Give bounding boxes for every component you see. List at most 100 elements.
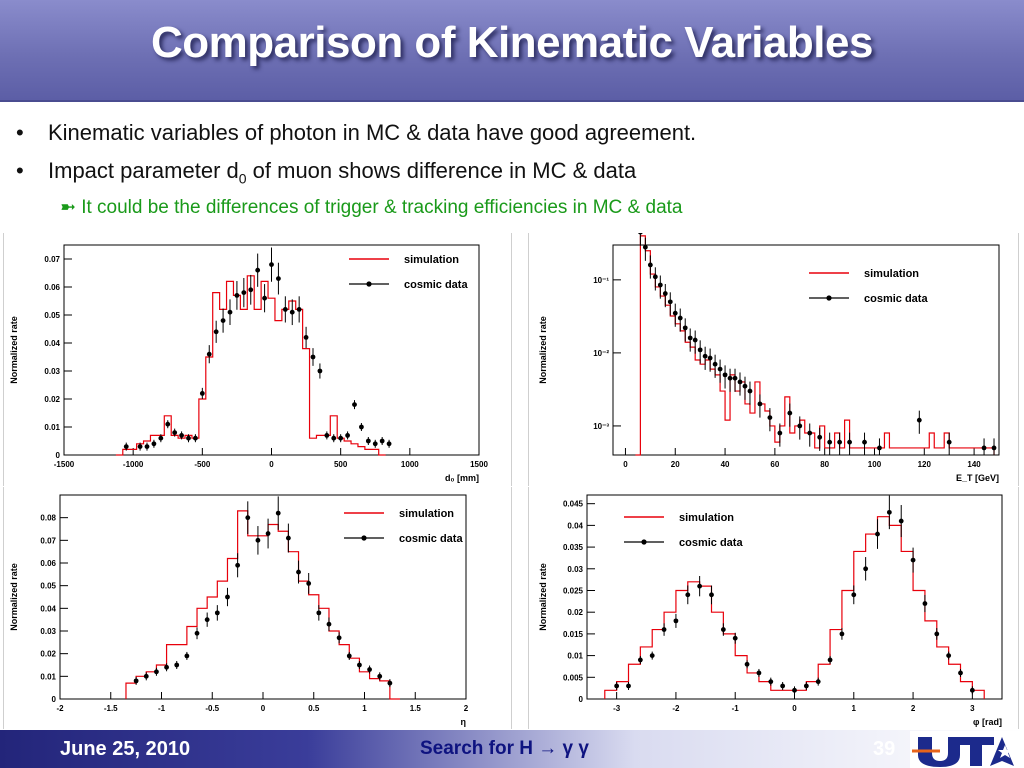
data-point — [144, 442, 150, 451]
data-marker — [220, 318, 226, 323]
data-point — [886, 495, 892, 530]
data-point — [324, 431, 330, 440]
data-marker — [326, 621, 332, 627]
data-point — [316, 605, 322, 621]
data-point — [863, 557, 869, 581]
data-marker — [637, 229, 643, 235]
data-point — [922, 594, 928, 613]
y-tick-label: 0 — [56, 451, 61, 460]
data-marker — [722, 372, 728, 378]
y-tick-label: 0 — [579, 695, 584, 704]
data-point — [306, 572, 312, 594]
data-marker — [687, 335, 693, 341]
chart-phi: -3 -2 -1 0 1 2 3 0 0.005 0.01 0.015 0.02 0.025 0.03 0.… — [538, 494, 1003, 727]
bullet-dot-icon: • — [16, 158, 24, 183]
y-axis-label: Normalized rate — [538, 563, 548, 631]
data-marker — [862, 439, 867, 445]
footer-date: June 25, 2010 — [60, 738, 191, 760]
y-tick-label: 0.03 — [567, 565, 583, 574]
data-marker — [747, 388, 753, 394]
y-tick-label: 0.06 — [44, 283, 60, 292]
data-point — [877, 438, 882, 455]
data-marker — [282, 307, 288, 312]
data-point — [667, 292, 673, 316]
data-marker — [702, 353, 708, 359]
data-marker — [803, 683, 809, 689]
data-marker — [614, 683, 620, 689]
legend-simulation-label: simulation — [864, 268, 919, 280]
x-tick-label: 140 — [967, 460, 981, 469]
data-point — [673, 613, 679, 628]
page-number: 39 — [873, 738, 896, 760]
legend-simulation-label: simulation — [679, 512, 734, 524]
data-point — [756, 668, 762, 677]
data-point — [194, 627, 200, 640]
slide-title: Comparison of Kinematic Variables — [151, 18, 873, 67]
data-point — [672, 303, 678, 327]
data-marker — [331, 435, 337, 441]
data-point — [174, 661, 180, 669]
x-tick-label: 60 — [770, 460, 779, 469]
series-simulation-line — [635, 235, 995, 456]
data-point — [697, 575, 703, 597]
data-marker — [673, 618, 679, 624]
data-marker — [946, 653, 952, 658]
data-marker — [817, 434, 823, 440]
x-tick-label: 0.5 — [308, 704, 320, 713]
y-tick-label: 0.02 — [40, 650, 56, 659]
data-point — [981, 438, 987, 455]
data-point — [652, 267, 658, 291]
data-point — [946, 651, 952, 660]
data-point — [143, 672, 149, 681]
y-tick-label: 10⁻³ — [593, 422, 609, 431]
data-marker — [827, 657, 833, 663]
data-marker — [379, 438, 385, 444]
y-tick-label: 0.045 — [563, 500, 584, 509]
data-point — [345, 431, 350, 440]
x-tick-label: 80 — [820, 460, 829, 469]
x-axis-label: E_T [GeV] — [956, 473, 999, 483]
data-point — [697, 340, 703, 364]
x-tick-label: 1 — [852, 704, 857, 713]
data-point — [359, 423, 364, 431]
data-marker — [682, 325, 688, 331]
data-point — [276, 262, 281, 295]
series-simulation-line — [125, 510, 401, 700]
chart-eta: -2 -1.5 -1 -0.5 0 0.5 1 1.5 2 0 0.01 0.02 0.03 0.04 0.… — [9, 494, 469, 727]
data-point — [204, 612, 210, 627]
x-tick-label: 0 — [269, 460, 274, 469]
data-point — [851, 585, 857, 605]
data-marker — [193, 435, 198, 441]
data-point — [213, 320, 219, 343]
data-point — [787, 403, 793, 427]
data-marker — [199, 391, 205, 396]
data-marker — [757, 401, 763, 407]
data-point — [386, 439, 392, 448]
data-marker — [707, 355, 713, 361]
data-point — [255, 253, 261, 287]
x-tick-label: 1000 — [401, 460, 419, 469]
data-marker — [154, 669, 159, 675]
y-tick-label: 0.08 — [40, 514, 56, 523]
data-point — [707, 348, 713, 372]
data-marker — [744, 661, 750, 667]
data-point — [916, 410, 922, 434]
data-marker — [657, 282, 663, 288]
y-tick-label: 0.04 — [40, 604, 56, 613]
x-tick-label: -1000 — [123, 460, 144, 469]
legend-data-label: cosmic data — [399, 533, 463, 545]
legend-data-label: cosmic data — [679, 537, 743, 549]
plot-frame — [59, 494, 467, 700]
data-marker — [827, 439, 833, 445]
footer-bar: June 25, 2010 Search for H → γ γ 39 — [0, 730, 1024, 768]
data-marker — [717, 366, 723, 372]
data-marker — [792, 687, 797, 693]
data-marker — [991, 445, 997, 451]
data-marker — [898, 518, 904, 524]
data-marker — [241, 290, 247, 295]
y-tick-label: 0 — [52, 695, 57, 704]
data-marker — [317, 368, 323, 374]
data-point — [642, 237, 648, 261]
y-tick-label: 0.04 — [44, 339, 60, 348]
data-marker — [712, 361, 718, 367]
